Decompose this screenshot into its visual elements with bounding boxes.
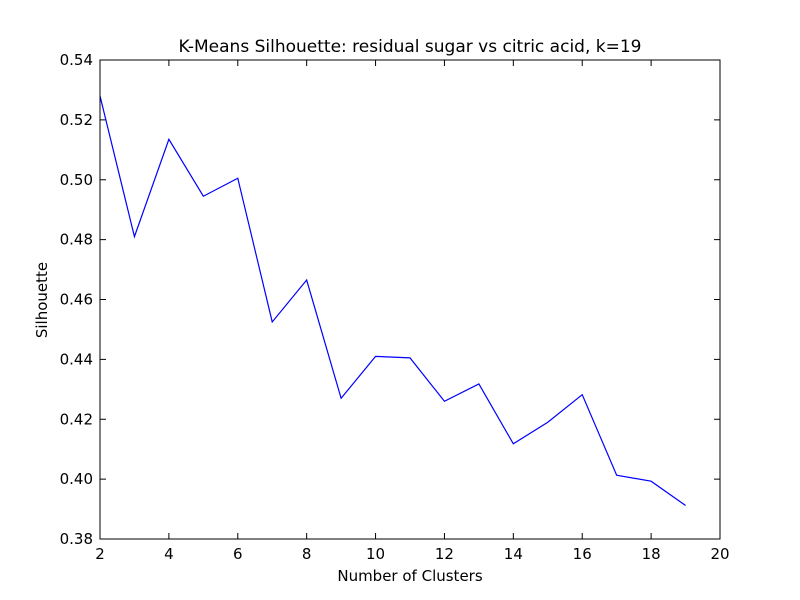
plot-frame bbox=[99, 59, 721, 540]
y-tick-label: 0.48 bbox=[60, 231, 93, 249]
y-tick-label: 0.40 bbox=[60, 470, 93, 488]
y-tick-label: 0.42 bbox=[60, 410, 93, 428]
y-tick-label: 0.52 bbox=[60, 111, 93, 129]
y-tick-label: 0.46 bbox=[60, 291, 93, 309]
x-tick-label: 10 bbox=[366, 545, 385, 563]
x-tick-label: 14 bbox=[504, 545, 523, 563]
y-tick-label: 0.54 bbox=[60, 51, 93, 69]
x-axis-label: Number of Clusters bbox=[337, 567, 482, 585]
axis-ticks bbox=[99, 59, 721, 540]
series-group bbox=[99, 95, 686, 506]
x-tick-label: 18 bbox=[642, 545, 661, 563]
chart-title: K-Means Silhouette: residual sugar vs ci… bbox=[179, 37, 642, 57]
tick-labels: 2 4 6 8 10 12 14 16 18 20 0.38 0.40 0.42 0.44 0.46 0.48… bbox=[60, 51, 730, 563]
x-tick-label: 16 bbox=[573, 545, 592, 563]
series-line bbox=[99, 95, 686, 506]
x-tick-label: 12 bbox=[435, 545, 454, 563]
x-tick-label: 2 bbox=[95, 545, 105, 563]
x-tick-label: 4 bbox=[164, 545, 174, 563]
x-tick-label: 8 bbox=[302, 545, 312, 563]
x-tick-label: 20 bbox=[710, 545, 729, 563]
y-tick-label: 0.44 bbox=[60, 350, 93, 368]
y-axis-label: Silhouette bbox=[33, 262, 51, 338]
x-tick-label: 6 bbox=[233, 545, 243, 563]
y-tick-label: 0.50 bbox=[60, 171, 93, 189]
y-tick-label: 0.38 bbox=[60, 530, 93, 548]
